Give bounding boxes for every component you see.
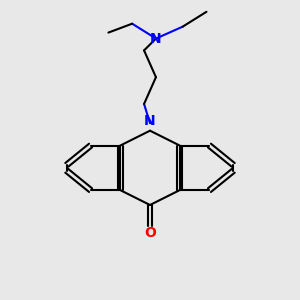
Text: O: O (144, 226, 156, 240)
Text: N: N (144, 114, 156, 128)
Text: N: N (150, 32, 162, 46)
